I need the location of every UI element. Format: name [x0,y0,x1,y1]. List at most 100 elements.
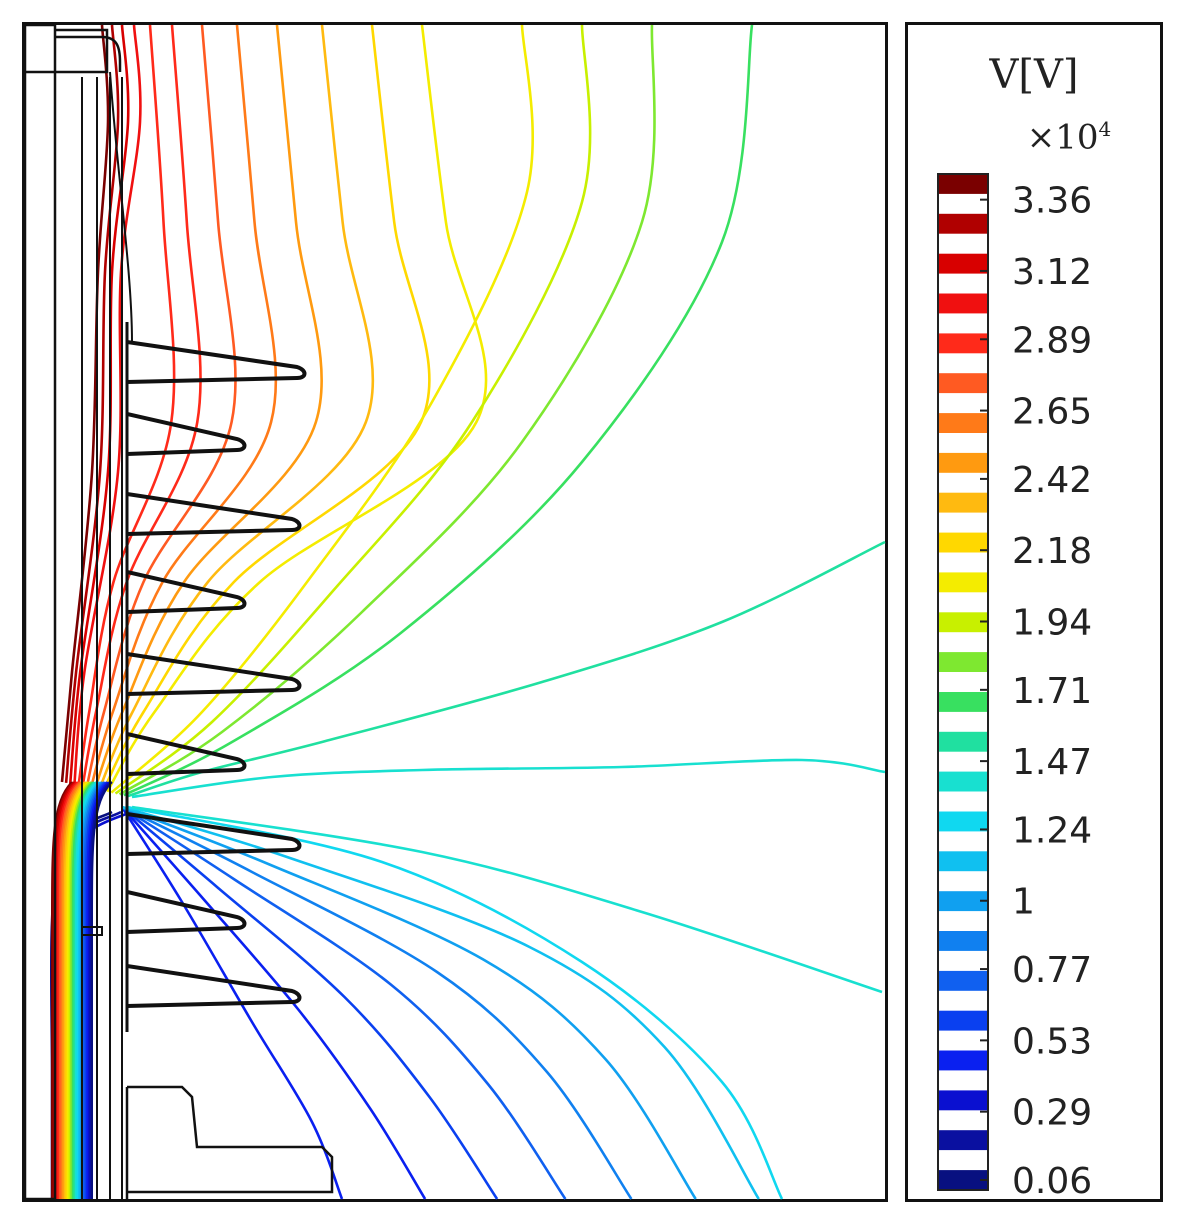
axis-contour [91,781,113,1199]
axis-contour [59,781,81,1199]
colorbar-swatch [938,1010,988,1031]
colorbar-tick-label: 2.42 [1012,460,1092,501]
axis-contour [73,781,96,1199]
colorbar-tick-label: 1.94 [1012,602,1092,643]
colorbar-swatch [938,293,988,314]
multiplier-base: ×10 [1026,117,1099,158]
contour-line-low [121,805,567,1200]
axis-contour [87,781,110,1199]
contour-line-high [123,24,754,797]
colorbar-swatch [938,731,988,752]
insulator-shed [126,812,302,856]
insulator-shed [126,412,247,456]
contour-line-high [102,24,431,792]
colorbar-swatch [938,851,988,872]
contour-line-low [121,805,697,1200]
conductor-rod [23,23,57,1201]
joint-marker [81,926,103,936]
colorbar-tick-label: 1.47 [1012,742,1092,783]
bottom-fitting [127,1085,334,1194]
contour-line-high [97,24,375,791]
colorbar-swatch [938,213,988,234]
contour-line-high [85,24,237,788]
legend-border [905,22,1163,1202]
insulator-shed [126,964,302,1008]
colorbar-swatch [938,970,988,991]
colorbar-swatch [938,174,988,194]
colorbar-tick-label: 1 [1012,882,1035,923]
contour-line-low [121,805,633,1200]
core-line [109,71,133,343]
colorbar-swatch [938,572,988,593]
axis-contour [62,781,84,1199]
colorbar-swatch [938,452,988,473]
plot-svg [22,22,888,1202]
top-cap [55,35,122,72]
axis-contour [71,781,94,1199]
contour-line-high [114,24,592,795]
contour-line-high [131,758,886,799]
colorbar-tick-label: 0.29 [1012,1093,1092,1134]
axis-contour [76,781,99,1199]
colorbar-swatch [938,692,988,712]
colorbar-swatch [938,373,988,394]
colorbar-swatch [938,811,988,832]
colorbar-tick-label: 3.36 [1012,181,1092,222]
axis-contour [86,781,108,1199]
colorbar-swatch [938,1050,988,1071]
insulator-shed [126,652,302,696]
colorbar-swatch [938,931,988,951]
colorbar-legend: 3.36 3.12 2.89 2.65 2.42 2.18 1.94 1.71 1.47 1.24… [905,22,1163,1202]
contour-line-low [131,805,883,994]
colorbar-outline [937,173,989,1191]
contour-line-high [73,24,142,785]
colorbar-swatch [938,413,988,433]
colorbar-swatch [938,333,988,354]
colorbar-tick-label: 2.18 [1012,531,1092,572]
contour-line-low [120,806,344,1200]
colorbar-tick-label: 0.06 [1012,1161,1092,1202]
axis-contour [84,781,107,1199]
legend-svg: 3.36 3.12 2.89 2.65 2.42 2.18 1.94 1.71 1.47 1.24… [905,22,1163,1202]
colorbar-multiplier: ×104 [940,117,1192,157]
contour-line-low [121,805,760,1200]
colorbar-swatch [938,1090,988,1111]
axis-contour [89,781,112,1199]
colorbar-tick-label: 1.24 [1012,810,1092,851]
insulator-shed [126,340,307,384]
insulator-shed [126,890,247,934]
contour-line-high [60,24,110,783]
colorbar-swatch [938,1170,988,1190]
contour-line-high [118,24,656,796]
colorbar-title: V[V] [989,52,1079,98]
potential-contour-plot [22,22,888,1202]
axis-contour [70,781,92,1199]
axis-contour [57,781,80,1199]
insulator-shed [126,570,247,614]
contour-line-high [89,24,278,789]
top-fitting [25,28,109,74]
colorbar-swatch [938,891,988,912]
colorbar-tick-label: 3.12 [1012,252,1092,293]
contour-line-high [106,24,488,793]
colorbar-tick-label: 0.77 [1012,950,1092,991]
axis-contour [55,781,78,1199]
colorbar-swatch [938,652,988,672]
insulator-shed [126,492,302,536]
colorbar-swatch [938,1130,988,1151]
axis-contour [75,781,97,1199]
colorbar-tick-label: 2.65 [1012,392,1092,433]
colorbar-tick-label: 2.89 [1012,320,1092,361]
colorbar-swatch [938,771,988,792]
colorbar-swatch [938,612,988,633]
axis-contour [65,781,88,1199]
colorbar-swatch [938,532,988,553]
colorbar-swatch [938,492,988,513]
contour-line-high [110,24,535,794]
colorbar-swatch [938,253,988,274]
insulator-shed [126,732,247,776]
colorbar-tick-label: 1.71 [1012,671,1092,712]
near-axis-contours [51,781,113,1199]
colorbar-tick-label: 0.53 [1012,1021,1092,1062]
multiplier-exponent: 4 [1098,117,1112,141]
